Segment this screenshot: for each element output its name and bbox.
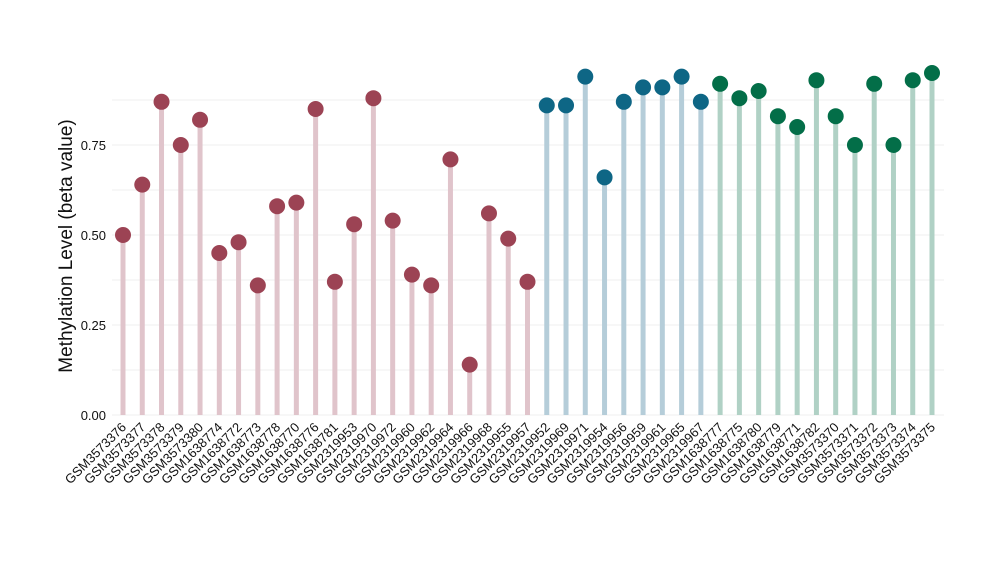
lollipop-point — [635, 79, 652, 96]
y-tick-label: 0.75 — [81, 138, 106, 153]
lollipop-point — [500, 230, 517, 247]
lollipop-point — [172, 137, 189, 153]
lollipop-point — [789, 119, 806, 135]
lollipop-point — [712, 75, 729, 92]
lollipop-point — [673, 68, 690, 85]
lollipop-points — [115, 65, 940, 373]
lollipop-point — [846, 137, 863, 153]
lollipop-point — [346, 216, 363, 233]
lollipop-point — [115, 227, 131, 243]
lollipop-point — [249, 277, 266, 294]
lollipop-point — [885, 137, 902, 153]
lollipop-point — [269, 198, 286, 215]
lollipop-point — [615, 93, 632, 110]
lollipop-point — [577, 68, 594, 85]
y-tick-label: 0.00 — [81, 408, 106, 423]
lollipop-point — [211, 245, 228, 261]
lollipop-point — [288, 194, 305, 211]
lollipop-point — [134, 176, 151, 193]
y-axis-title: Methylation Level (beta value) — [56, 119, 77, 372]
lollipop-point — [307, 101, 324, 117]
x-axis: GSM3573376GSM3573377GSM3573378GSM3573379… — [62, 420, 938, 487]
lollipop-point — [403, 266, 420, 283]
lollipop-point — [538, 97, 555, 114]
lollipop-point — [692, 93, 709, 110]
lollipop-point — [904, 72, 921, 89]
lollipop-point — [153, 93, 170, 110]
lollipop-point — [808, 72, 825, 89]
lollipop-point — [731, 90, 748, 107]
lollipop-stems — [120, 73, 935, 415]
lollipop-point — [442, 151, 459, 168]
lollipop-point — [827, 108, 844, 125]
lollipop-point — [596, 169, 613, 186]
lollipop-point — [558, 97, 575, 114]
lollipop-point — [654, 79, 671, 96]
y-tick-label: 0.50 — [81, 228, 106, 243]
lollipop-point — [769, 108, 786, 125]
lollipop-point — [480, 205, 497, 222]
y-axis: 0.00 0.25 0.50 0.75 — [81, 138, 106, 423]
lollipop-point — [384, 212, 401, 229]
lollipop-point — [924, 65, 940, 81]
lollipop-point — [230, 234, 247, 251]
lollipop-point — [326, 273, 343, 290]
lollipop-point — [750, 83, 767, 99]
lollipop-point — [461, 356, 478, 373]
lollipop-point — [423, 277, 440, 294]
lollipop-point — [192, 111, 209, 128]
y-tick-label: 0.25 — [81, 318, 106, 333]
lollipop-point — [866, 75, 883, 92]
lollipop-point — [519, 273, 536, 290]
lollipop-point — [365, 90, 382, 107]
